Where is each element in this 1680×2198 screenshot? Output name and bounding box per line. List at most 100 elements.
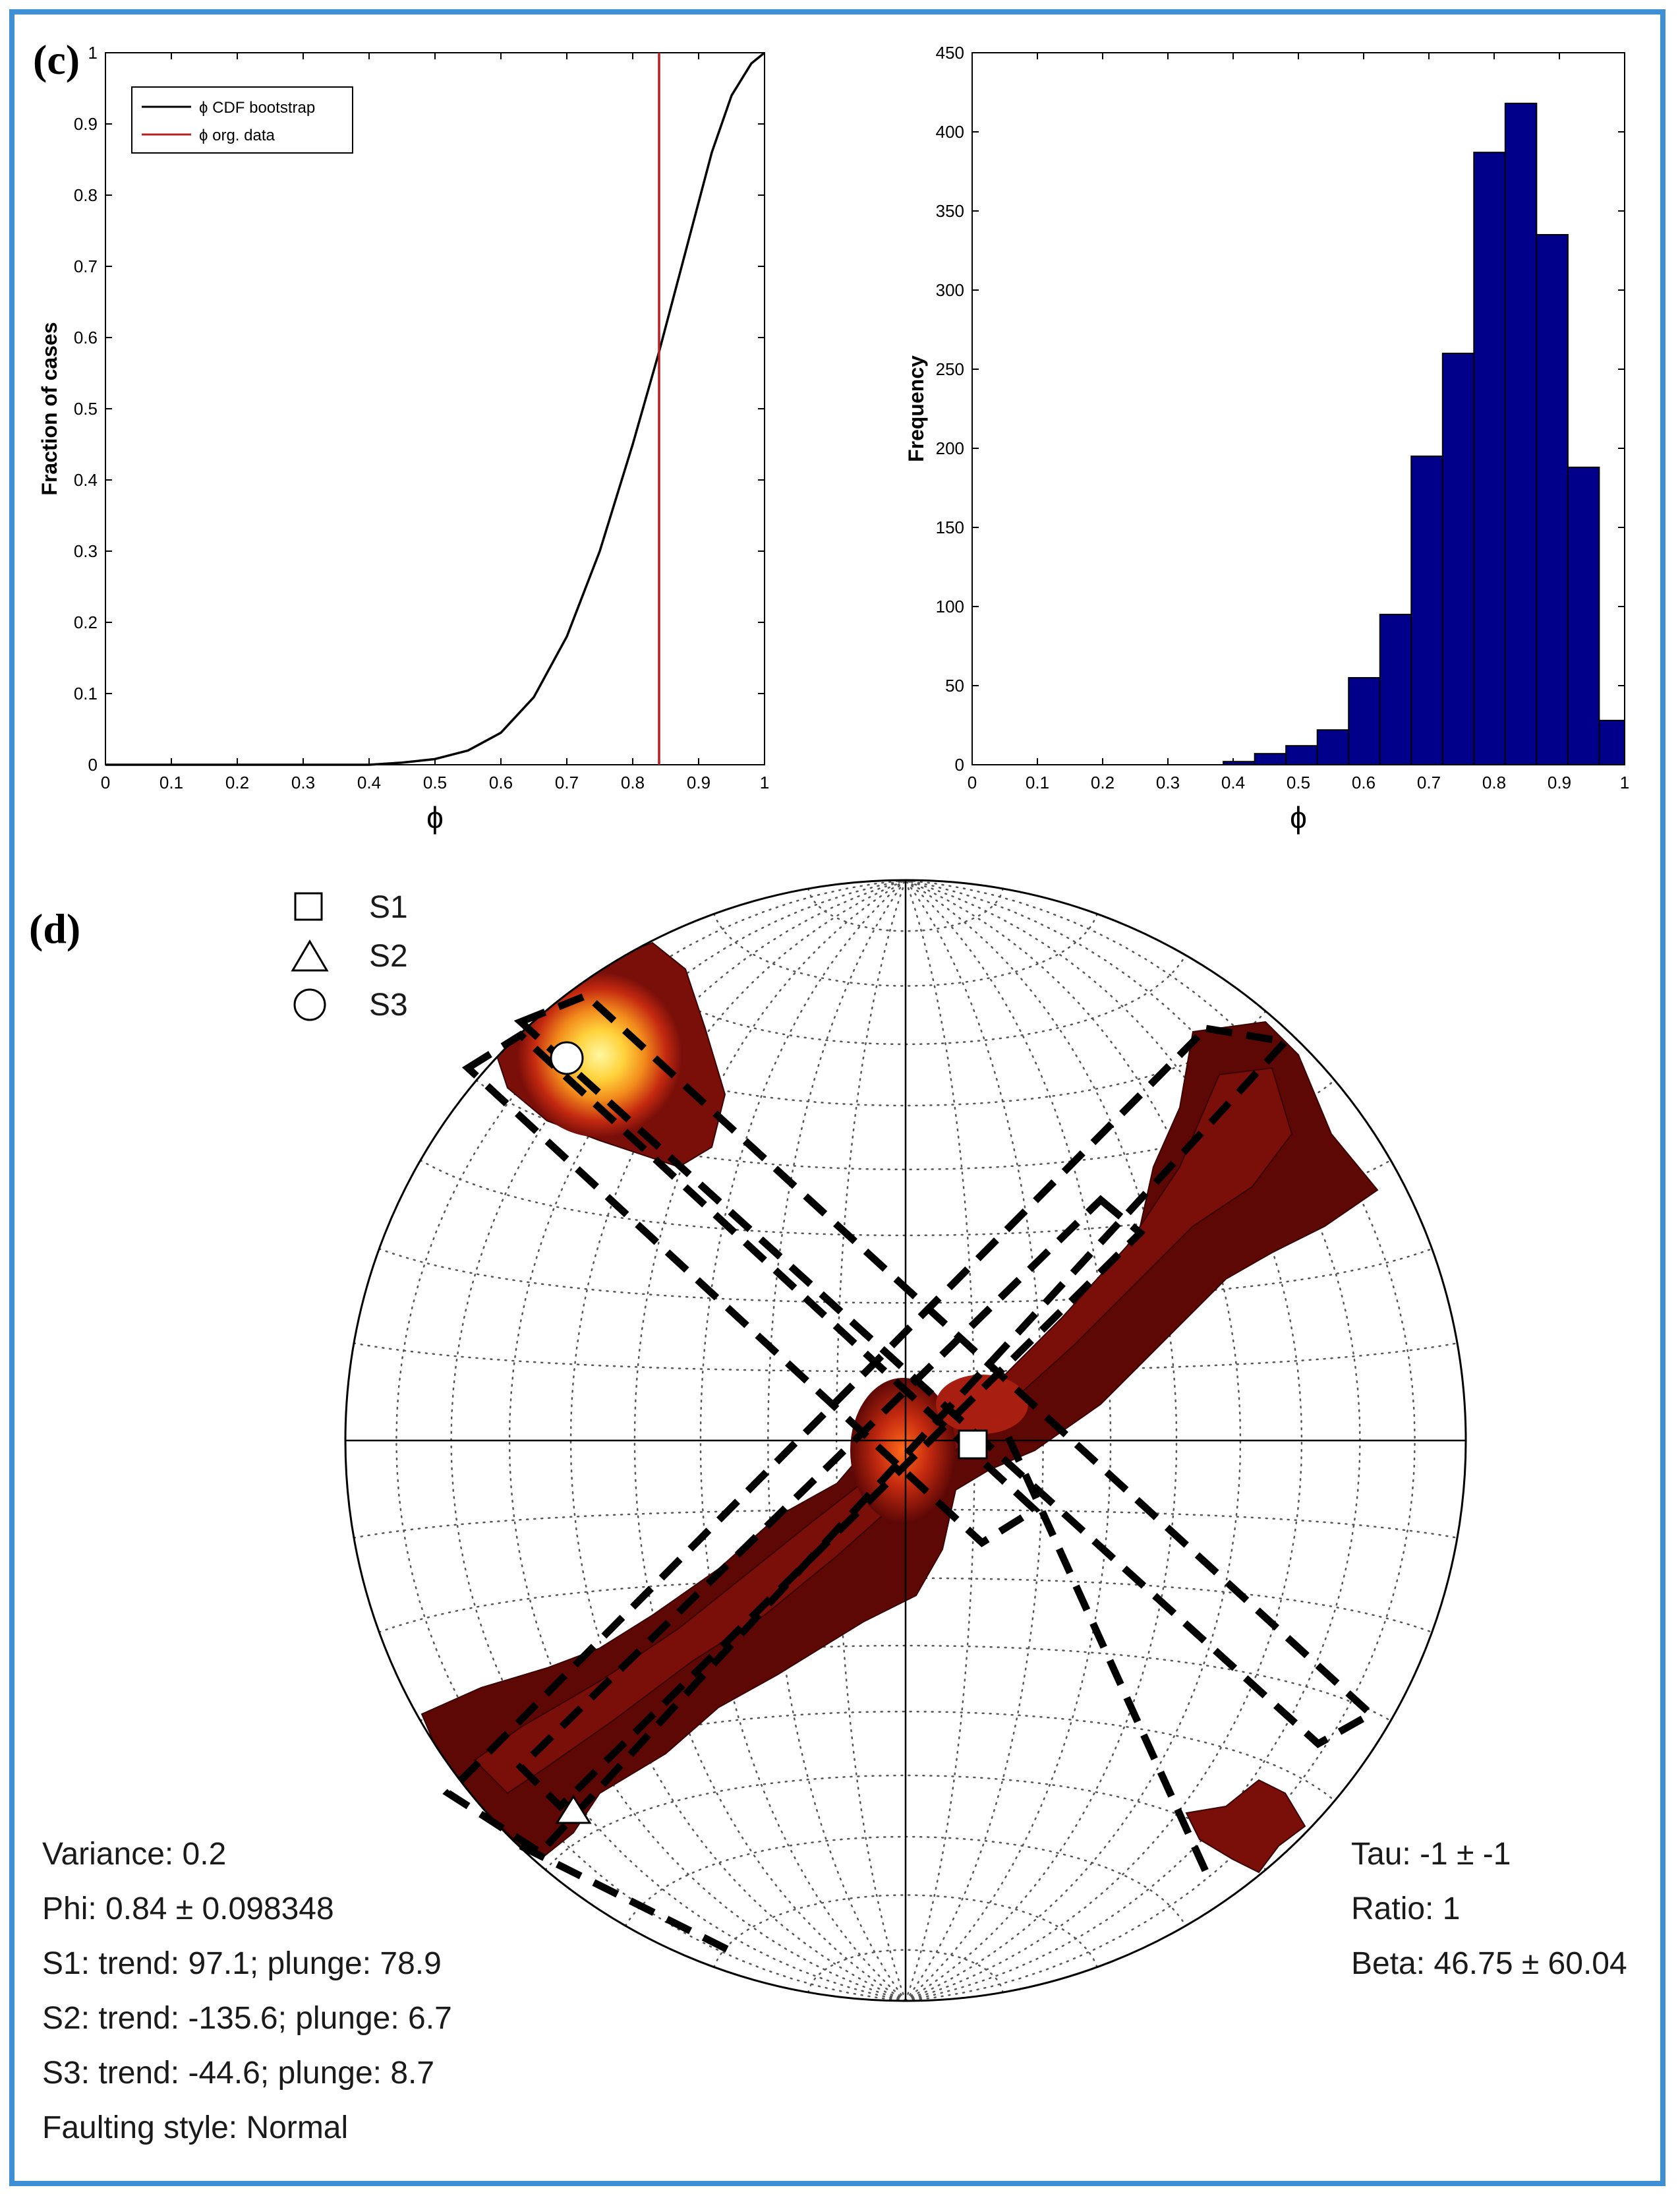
y-tick-label: 50	[945, 676, 964, 696]
s2-box	[442, 1025, 1292, 1858]
stat-beta: Beta: 46.75 ± 60.04	[1351, 1946, 1627, 1981]
grid-great-circle	[699, 879, 907, 2002]
legend-s1-label: S1	[369, 890, 408, 925]
y-tick-label: 400	[936, 122, 964, 142]
stereonet-panel: (d)	[29, 879, 1627, 2145]
y-tick-label: 0.2	[74, 612, 98, 632]
histogram-bar	[1536, 234, 1569, 765]
x-tick-label: 0	[968, 773, 977, 792]
y-tick-label: 0	[88, 755, 98, 775]
stat-phi: Phi: 0.84 ± 0.098348	[42, 1891, 334, 1926]
legend-s3-label: S3	[369, 988, 408, 1023]
histogram-bar	[1348, 677, 1381, 765]
x-tick-label: 0.7	[1417, 773, 1441, 792]
axes-box	[105, 52, 765, 765]
cdf-chart: (c) 0 0.1 0.2 0.3 0.4 0.5 0.6 0.7 0.8 0.9 1 0 0.1 0.2…	[33, 36, 769, 835]
x-tick-label: 0.6	[489, 773, 513, 792]
x-tick-label: 1	[760, 773, 769, 792]
stats-left: Variance: 0.2 Phi: 0.84 ± 0.098348 S1: t…	[42, 1837, 452, 2145]
s1-marker	[958, 1429, 988, 1460]
stat-tau: Tau: -1 ± -1	[1351, 1837, 1511, 1872]
histogram-bar	[1379, 614, 1412, 765]
x-axis-label: ϕ	[426, 800, 444, 835]
stat-variance: Variance: 0.2	[42, 1837, 226, 1872]
histogram-bar	[1441, 353, 1475, 765]
x-axis-label: ϕ	[1290, 800, 1307, 835]
grid-great-circle	[569, 879, 907, 2002]
y-tick-label: 450	[936, 43, 964, 63]
histogram-chart: 0 0.1 0.2 0.3 0.4 0.5 0.6 0.7 0.8 0.9 1 0 50 100 150 20…	[904, 43, 1629, 835]
stats-right: Tau: -1 ± -1 Ratio: 1 Beta: 46.75 ± 60.0…	[1351, 1837, 1627, 1981]
y-tick-label: 0.9	[74, 114, 98, 134]
y-tick-label: 0.1	[74, 684, 98, 703]
histogram-bar	[1316, 729, 1350, 765]
y-tick-label: 300	[936, 280, 964, 300]
panel-label-d: (d)	[29, 905, 80, 952]
histogram-bar	[1504, 102, 1538, 766]
stat-faulting-style: Faulting style: Normal	[42, 2110, 348, 2145]
histogram-bar	[1567, 466, 1600, 765]
s1-box-tail	[1004, 1435, 1210, 1874]
y-tick-label: 100	[936, 597, 964, 616]
s2-marker	[555, 1795, 592, 1824]
y-axis-label: Frequency	[904, 355, 928, 462]
legend-circle-icon	[293, 988, 326, 1021]
y-tick-label: 200	[936, 438, 964, 458]
stat-s2: S2: trend: -135.6; plunge: 6.7	[42, 2001, 452, 2036]
x-tick-label: 0.4	[357, 773, 381, 792]
stat-s1: S1: trend: 97.1; plunge: 78.9	[42, 1946, 442, 1981]
stat-s3: S3: trend: -44.6; plunge: 8.7	[42, 2056, 434, 2091]
y-tick-label: 0.5	[74, 399, 98, 419]
y-tick-label: 0.4	[74, 470, 98, 490]
y-tick-label: 0.3	[74, 541, 98, 561]
legend-square-icon	[294, 892, 323, 921]
s1-s3-box-long	[513, 991, 1377, 1748]
histogram-bar	[1223, 761, 1256, 765]
legend-box	[131, 86, 353, 154]
legend-label-org: ϕ org. data	[199, 127, 275, 144]
x-tick-label: 0.5	[1287, 773, 1310, 792]
x-tick-label: 0.8	[621, 773, 645, 792]
cdf-bootstrap-line	[105, 51, 766, 766]
y-axis-label: Fraction of cases	[38, 322, 61, 495]
y-tick-label: 1	[88, 43, 98, 63]
y-tick-label: 350	[936, 201, 964, 221]
density-cluster-nw-hotspot	[517, 972, 682, 1137]
grid-small-circle	[807, 887, 1004, 932]
y-tick-label: 0.7	[74, 256, 98, 276]
stereonet-legend: S1 S2 S3	[291, 890, 408, 1023]
y-tick-label: 0.8	[74, 185, 98, 205]
x-tick-label: 0.7	[555, 773, 579, 792]
grid-great-circle	[904, 879, 1416, 2002]
s1-s3-box	[461, 1030, 1041, 1547]
x-tick-label: 0.3	[291, 773, 315, 792]
s3-marker	[550, 1041, 584, 1075]
confidence-boxes	[442, 991, 1377, 1955]
x-tick-label: 0.2	[1091, 773, 1115, 792]
x-tick-label: 0.5	[423, 773, 447, 792]
x-tick-label: 0.6	[1352, 773, 1376, 792]
panel-label-c: (c)	[33, 36, 80, 83]
stat-ratio: Ratio: 1	[1351, 1891, 1460, 1926]
x-tick-label: 0.9	[687, 773, 710, 792]
s2-box-inner	[515, 1195, 1146, 1812]
histogram-bar	[1598, 719, 1626, 766]
y-tick-label: 150	[936, 518, 964, 537]
x-tick-label: 0.2	[225, 773, 249, 792]
histogram-bar	[1285, 745, 1318, 765]
legend-s2-label: S2	[369, 939, 408, 974]
x-tick-label: 1	[1620, 773, 1629, 792]
y-tick-label: 0	[955, 755, 964, 775]
legend-triangle-icon	[291, 939, 329, 972]
x-tick-label: 0.1	[1026, 773, 1049, 792]
density-cluster-se	[1185, 1779, 1306, 1874]
figure-frame	[9, 9, 1666, 2186]
cdf-legend: ϕ CDF bootstrap ϕ org. data	[131, 86, 353, 154]
histogram-bar	[1254, 753, 1287, 765]
density-contours	[420, 941, 1379, 1874]
x-tick-label: 0.8	[1482, 773, 1506, 792]
legend-label-bootstrap: ϕ CDF bootstrap	[199, 99, 315, 117]
grid-small-circle	[807, 1949, 1004, 1994]
x-tick-label: 0.1	[159, 773, 183, 792]
x-tick-label: 0.4	[1221, 773, 1245, 792]
